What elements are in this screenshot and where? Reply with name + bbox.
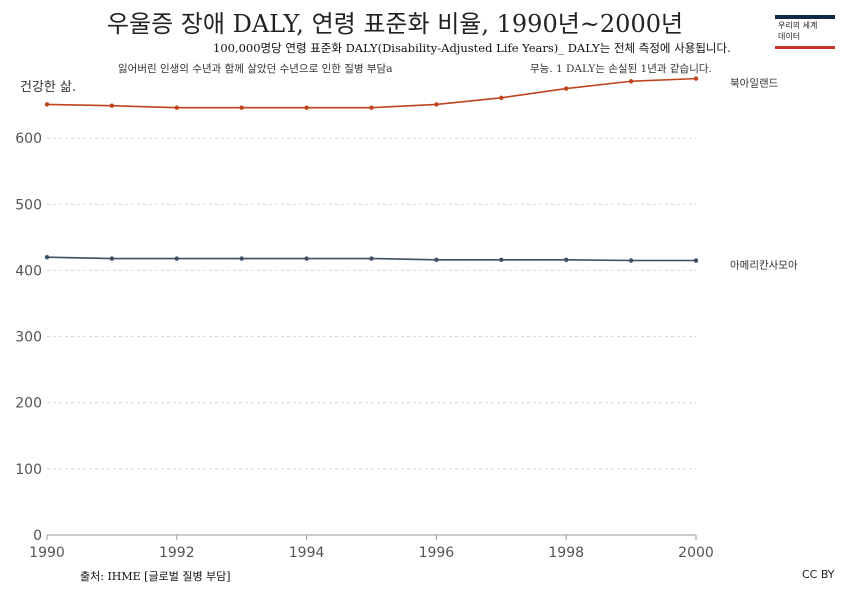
y-tick-label: 500	[15, 197, 42, 213]
data-point[interactable]	[564, 257, 569, 263]
x-tick-label: 1990	[29, 545, 65, 561]
data-point[interactable]	[369, 105, 374, 110]
data-point[interactable]	[693, 258, 699, 263]
series-lines	[44, 76, 699, 263]
axes: 0 100 200 300 400 500 600 1990 1992 1994 1996 1998 2…	[15, 131, 714, 561]
data-point[interactable]	[239, 105, 244, 110]
chart-title: 우울증 장애 DALY, 연령 표준화 비율, 1990년~2000년	[106, 10, 684, 38]
chart-subtitle: 100,000명당 연령 표준화 DALY(Disability-Adjuste…	[213, 41, 731, 55]
y-tick-label: 100	[15, 462, 42, 478]
owid-logo[interactable]: 우리의 세계 데이터	[775, 15, 835, 49]
data-point[interactable]	[239, 256, 244, 261]
data-point[interactable]	[564, 86, 569, 91]
data-point[interactable]	[434, 102, 439, 107]
data-point[interactable]	[693, 76, 699, 81]
grid-lines	[47, 137, 696, 470]
data-point[interactable]	[109, 103, 115, 108]
x-tick-label: 2000	[678, 545, 714, 561]
y-tick-label: 400	[15, 263, 42, 279]
x-tick-label: 1998	[548, 545, 584, 561]
y-tick-label: 600	[15, 131, 42, 147]
series-label[interactable]: 북아일랜드	[730, 77, 779, 90]
logo-line-1: 우리의 세계	[778, 21, 818, 30]
data-point[interactable]	[174, 105, 179, 110]
data-point[interactable]	[304, 105, 309, 110]
data-point[interactable]	[499, 95, 504, 100]
data-point[interactable]	[499, 257, 504, 263]
series-label[interactable]: 아메리칸사모아	[730, 260, 798, 272]
data-point[interactable]	[628, 258, 634, 263]
data-point[interactable]	[44, 102, 50, 107]
data-point[interactable]	[174, 256, 179, 261]
license-link[interactable]: CC BY	[802, 568, 835, 581]
x-tick-label: 1996	[419, 545, 455, 561]
data-point[interactable]	[44, 255, 50, 260]
chart-description-right: 무능. 1 DALY는 손실된 1년과 같습니다.	[530, 63, 712, 75]
data-point[interactable]	[434, 257, 439, 263]
x-tick-label: 1992	[159, 545, 195, 561]
logo-line-2: 데이터	[778, 32, 801, 41]
chart-description-left: 잃어버린 인생의 수년과 함께 살았던 수년으로 인한 질병 부담a	[118, 63, 393, 75]
series-line[interactable]	[46, 77, 697, 109]
source-note[interactable]: 출처: IHME [글로벌 질병 부담]	[80, 570, 231, 583]
y-tick-label: 300	[15, 330, 42, 346]
y-axis-label: 건강한 삶.	[20, 80, 77, 95]
y-tick-label: 0	[33, 528, 42, 544]
data-point[interactable]	[109, 256, 115, 261]
data-point[interactable]	[628, 79, 634, 84]
data-point[interactable]	[304, 256, 309, 261]
y-tick-label: 200	[15, 396, 42, 412]
data-point[interactable]	[369, 256, 374, 261]
x-tick-label: 1994	[289, 545, 325, 561]
